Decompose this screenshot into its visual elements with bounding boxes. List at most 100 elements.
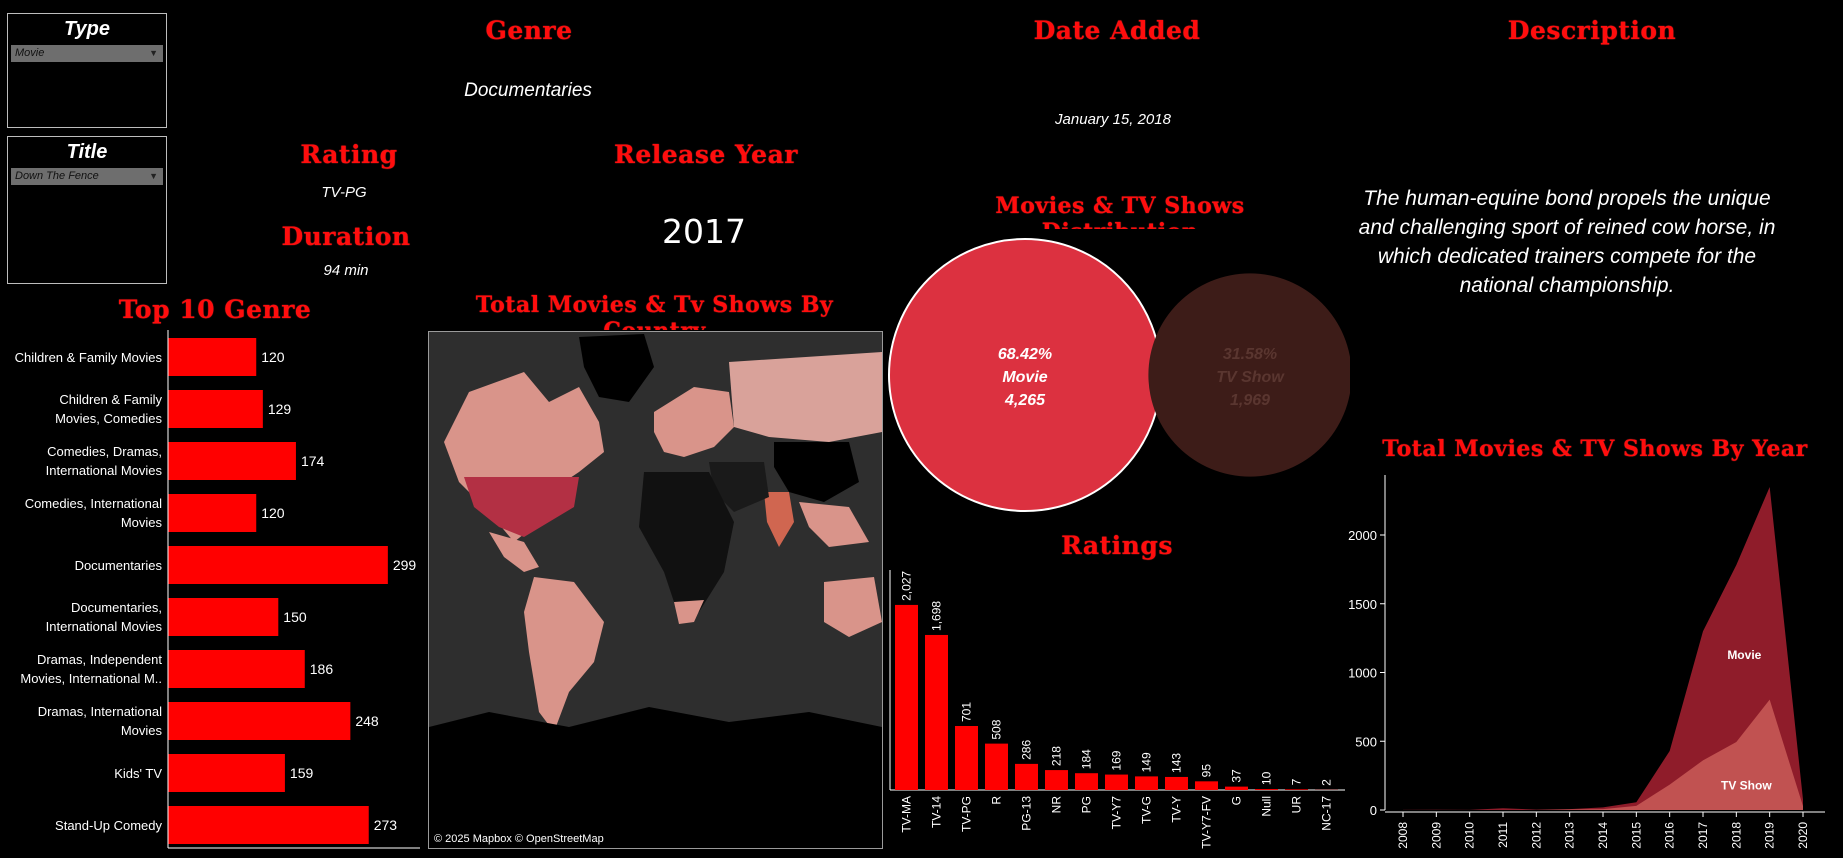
bubble-tvshow[interactable]: [1148, 273, 1350, 477]
world-map-shapes: [429, 334, 882, 848]
area-x-tick-label: 2014: [1596, 822, 1610, 849]
area-x-tick-label: 2017: [1696, 822, 1710, 849]
ratings-category-label: PG: [1080, 796, 1094, 813]
map-credit[interactable]: © 2025 Mapbox © OpenStreetMap: [431, 832, 607, 846]
genre-bar[interactable]: [168, 546, 388, 584]
ratings-bar[interactable]: [895, 604, 918, 790]
bubble-tvshow-name: TV Show: [1216, 369, 1284, 386]
ratings-bar-value: 149: [1140, 752, 1154, 772]
genre-category-label: International Movies: [46, 463, 163, 478]
bubble-tvshow-count: 1,969: [1229, 392, 1271, 409]
type-filter-label: Type: [64, 18, 110, 40]
ratings-bar[interactable]: [1285, 789, 1308, 790]
map-title-clip: Total Movies & Tv Shows By Country: [428, 292, 881, 330]
map-usa: [464, 477, 579, 537]
area-x-tick-label: 2008: [1396, 822, 1410, 849]
genre-category-label: Kids' TV: [114, 766, 162, 781]
ratings-bar[interactable]: [925, 634, 948, 790]
top10-genre-title: Top 10 Genre: [118, 295, 312, 324]
genre-bar[interactable]: [168, 806, 369, 844]
genre-category-label: Comedies, International: [25, 496, 162, 511]
ratings-bar[interactable]: [1045, 770, 1068, 790]
ratings-category-label: TV-Y7-FV: [1200, 796, 1214, 849]
genre-bar-value: 120: [261, 505, 285, 521]
release-year-value: 2017: [662, 212, 746, 251]
genre-category-label: Stand-Up Comedy: [55, 818, 162, 833]
ratings-bar-value: 95: [1200, 764, 1214, 778]
area-series-tv-show[interactable]: [1403, 699, 1803, 810]
ratings-bar[interactable]: [1195, 781, 1218, 790]
area-x-tick-label: 2016: [1663, 822, 1677, 849]
genre-category-label: Documentaries,: [71, 600, 162, 615]
map-russia: [729, 352, 882, 442]
date-added-header: Date Added: [1033, 16, 1201, 45]
distribution-title: Movies & TV Shows Distribution: [995, 193, 1245, 229]
map-title: Total Movies & Tv Shows By Country: [475, 292, 834, 330]
chevron-down-icon: ▼: [149, 171, 158, 181]
genre-bar[interactable]: [168, 442, 296, 480]
genre-bar[interactable]: [168, 702, 351, 740]
ratings-bar-value: 701: [960, 702, 974, 722]
type-filter: Type Movie ▼: [7, 13, 167, 128]
ratings-category-label: PG-13: [1020, 796, 1034, 831]
ratings-category-label: TV-G: [1140, 796, 1154, 824]
genre-category-label: International Movies: [46, 619, 163, 634]
bubble-tvshow-percent: 31.58%: [1222, 346, 1278, 363]
genre-bar[interactable]: [168, 390, 263, 428]
genre-value: Documentaries: [464, 80, 592, 101]
ratings-bar[interactable]: [1255, 789, 1278, 790]
title-dropdown[interactable]: Down The Fence ▼: [11, 168, 163, 185]
description-value: The human-equine bond propels the unique…: [1358, 187, 1776, 297]
genre-bar[interactable]: [168, 494, 257, 532]
ratings-bar[interactable]: [1225, 786, 1248, 790]
ratings-bar[interactable]: [1105, 774, 1128, 790]
area-x-tick-label: 2011: [1496, 822, 1510, 848]
bubble-tvshow-label: 31.58% TV Show 1,969: [1216, 343, 1284, 412]
ratings-chart: 2,027 TV-MA 1,698 TV-14 701 TV-PG 508 R 286 PG-13…: [889, 570, 1345, 849]
ratings-bar[interactable]: [985, 743, 1008, 790]
area-series-label: Movie: [1727, 648, 1761, 662]
genre-bar[interactable]: [168, 754, 285, 792]
ratings-category-label: G: [1230, 796, 1244, 805]
ratings-category-label: TV-Y: [1170, 796, 1184, 823]
genre-category-label: Movies, Comedies: [55, 411, 162, 426]
genre-bar-value: 299: [393, 557, 417, 573]
genre-category-label: Children & Family: [59, 392, 162, 407]
ratings-bar[interactable]: [955, 725, 978, 790]
ratings-bar-value: 218: [1050, 746, 1064, 766]
genre-bar[interactable]: [168, 338, 257, 376]
map-greenland: [579, 334, 654, 402]
ratings-bar[interactable]: [1165, 776, 1188, 790]
ratings-category-label: NC-17: [1320, 796, 1334, 831]
rating-header: Rating: [300, 140, 398, 169]
map-china: [774, 442, 859, 502]
area-x-tick-label: 2020: [1796, 822, 1810, 849]
genre-bar-value: 159: [290, 765, 314, 781]
area-y-tick-label: 1500: [1348, 597, 1377, 612]
map-south-america: [524, 577, 604, 732]
ratings-bar-value: 508: [990, 719, 1004, 739]
ratings-bar[interactable]: [1135, 776, 1158, 790]
year-chart-title: Total Movies & TV Shows By Year: [1382, 436, 1808, 462]
ratings-bar-value: 10: [1260, 771, 1274, 785]
ratings-category-label: NR: [1050, 796, 1064, 814]
area-series-movie[interactable]: [1403, 487, 1803, 810]
genre-bar-value: 273: [374, 817, 398, 833]
genre-category-label: Movies: [121, 515, 163, 530]
genre-bar[interactable]: [168, 598, 279, 636]
genre-bar[interactable]: [168, 650, 305, 688]
distribution-title-clip: Movies & TV Shows Distribution: [920, 193, 1320, 229]
rating-value: TV-PG: [321, 184, 367, 201]
year-area-chart: 0 500 1000 1500 2000 2008 2009 2010 2011 2012 2013…: [1348, 475, 1825, 849]
title-dropdown-value: Down The Fence: [15, 170, 99, 182]
ratings-bar[interactable]: [1015, 763, 1038, 790]
ratings-bar[interactable]: [1075, 773, 1098, 790]
genre-bar-value: 120: [261, 349, 285, 365]
area-x-tick-label: 2010: [1463, 822, 1477, 849]
genre-bar-value: 129: [268, 401, 292, 417]
ratings-category-label: TV-Y7: [1110, 796, 1124, 830]
country-map[interactable]: © 2025 Mapbox © OpenStreetMap: [428, 331, 883, 849]
duration-value: 94 min: [323, 262, 369, 279]
type-dropdown[interactable]: Movie ▼: [11, 45, 163, 62]
chevron-down-icon: ▼: [149, 48, 158, 58]
